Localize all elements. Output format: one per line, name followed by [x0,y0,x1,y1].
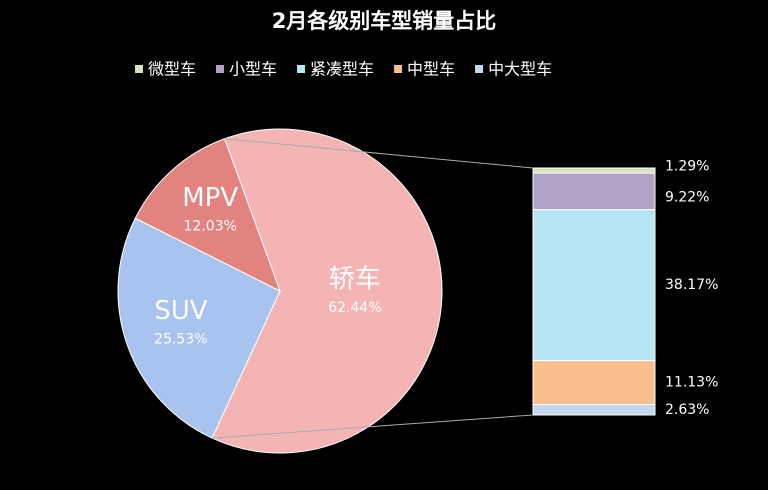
bar-value-label: 38.17% [665,277,718,293]
bar-segment [532,167,656,174]
slice-label: MPV [182,183,238,213]
bar-value-label: 1.29% [665,159,709,175]
pie-slice [211,128,443,454]
legend-label: 中大型车 [488,60,552,79]
legend-marker [297,65,306,73]
chart-title: 2月各级别车型销量占比 [272,9,497,33]
pie-slice [134,138,281,293]
legend-marker [475,65,484,73]
legend-label: 微型车 [148,60,196,79]
legend-label: 小型车 [229,60,277,79]
slice-label: SUV [154,296,208,326]
slice-value-label: 12.03% [184,219,237,235]
slice-value-label: 25.53% [154,332,207,348]
bar-segment [532,209,656,362]
connector [224,138,534,169]
bar-segment [532,172,656,211]
legend-marker [216,65,225,73]
bar-value-label: 2.63% [665,402,709,418]
slice-value-label: 62.44% [328,300,381,316]
legend-marker [394,65,403,73]
bar-segment [532,404,656,416]
legend-label: 紧凑型车 [310,60,374,79]
connector [212,414,534,439]
bar-segment [532,360,656,406]
legend-marker [135,65,143,73]
bar-value-label: 9.22% [665,189,709,205]
legend-label: 中型车 [407,60,455,79]
bar-value-label: 11.13% [665,375,718,391]
slice-label: 轿车 [329,265,381,295]
pie-slice [117,217,281,439]
